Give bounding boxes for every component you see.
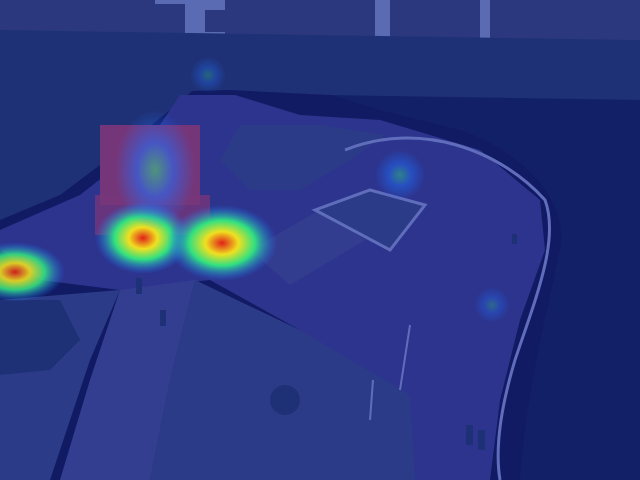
hedge xyxy=(0,300,80,375)
stairs xyxy=(250,210,365,285)
castle-right-hotspot xyxy=(167,205,277,281)
river xyxy=(330,95,640,480)
pedestrians xyxy=(136,234,517,450)
walkway xyxy=(60,280,195,480)
riverside-railing xyxy=(344,136,552,480)
heatmap-hotspots xyxy=(0,57,510,323)
lower-lawn xyxy=(150,280,415,480)
central-lawn xyxy=(220,125,385,190)
plaza-lamp-hotspot xyxy=(375,150,425,200)
lamp-post xyxy=(369,379,374,421)
riverside-hotspot xyxy=(474,287,510,323)
left-edge-hotspot xyxy=(0,242,65,302)
castle-top-hotspot xyxy=(115,110,195,230)
planter-bed xyxy=(311,188,428,252)
shrub xyxy=(270,385,300,415)
lamp-post xyxy=(399,324,411,391)
far-path-hotspot xyxy=(190,57,226,93)
